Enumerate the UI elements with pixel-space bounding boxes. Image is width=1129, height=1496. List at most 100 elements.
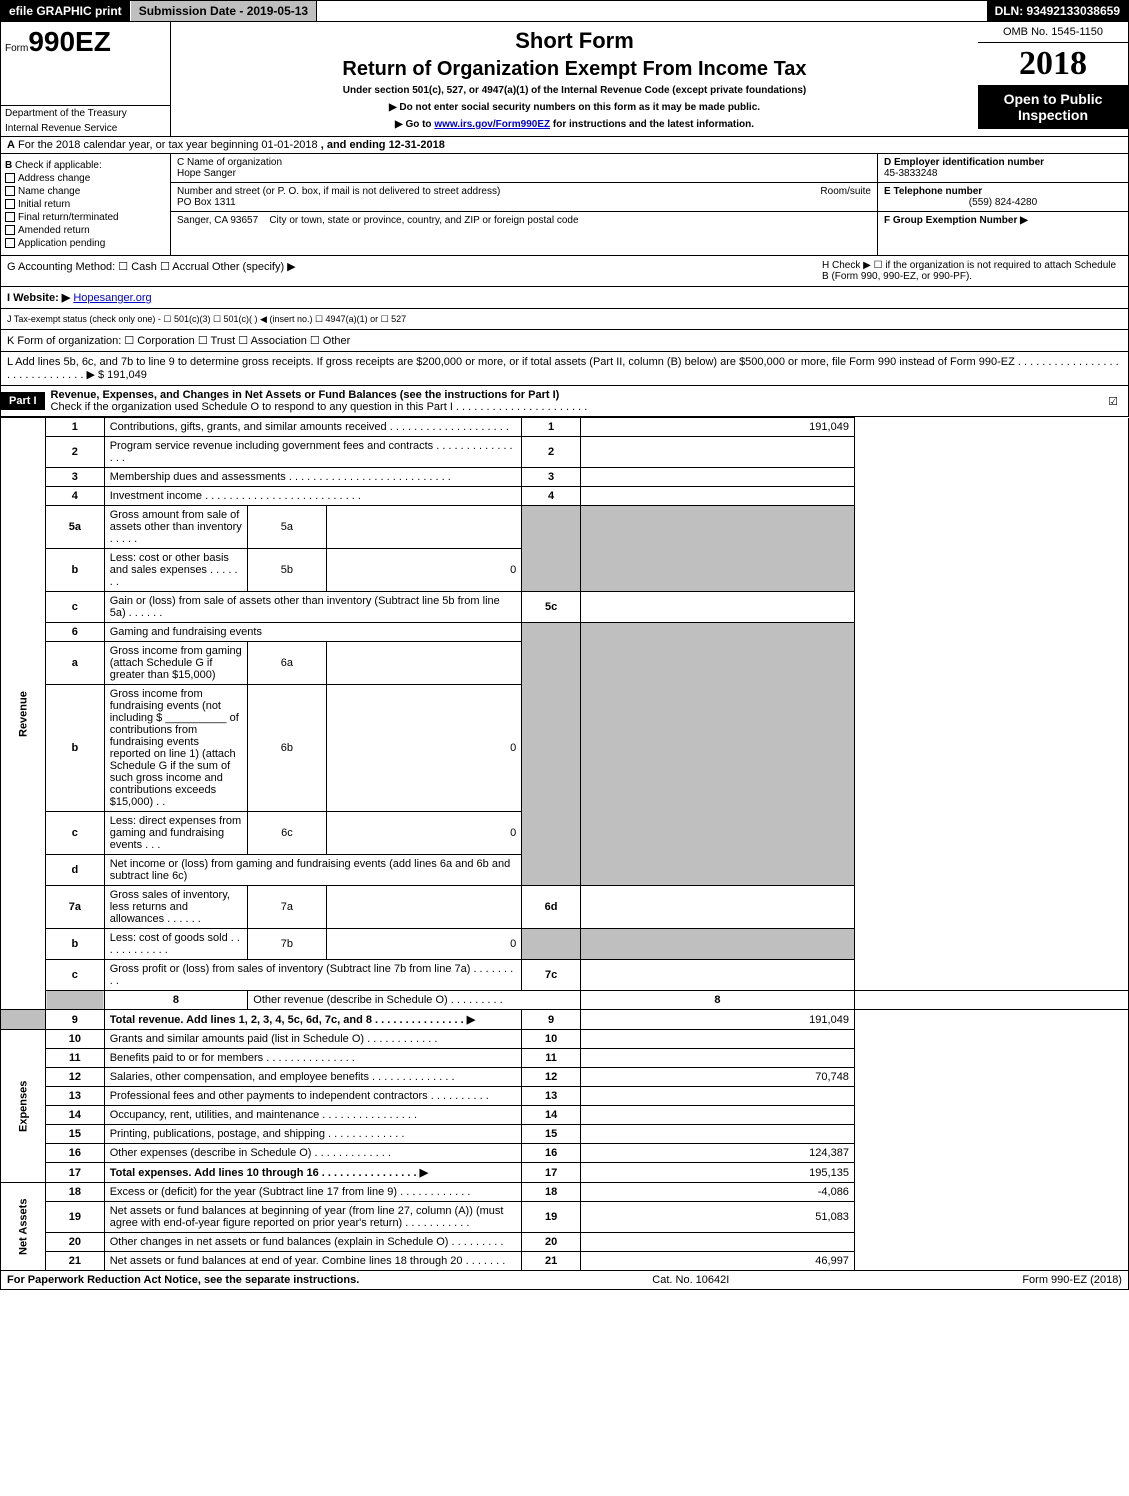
line-19: 19Net assets or fund balances at beginni… bbox=[1, 1202, 1129, 1233]
row-a: A For the 2018 calendar year, or tax yea… bbox=[0, 137, 1129, 154]
ein: 45-3833248 bbox=[884, 168, 1122, 179]
line-10: Expenses 10Grants and similar amounts pa… bbox=[1, 1030, 1129, 1049]
line-14: 14Occupancy, rent, utilities, and mainte… bbox=[1, 1106, 1129, 1125]
goto-line: ▶ Go to www.irs.gov/Form990EZ for instru… bbox=[177, 119, 972, 130]
return-title: Return of Organization Exempt From Incom… bbox=[177, 58, 972, 81]
form-number-cell: Form990EZ Department of the Treasury Int… bbox=[1, 22, 171, 136]
part1-checkbox[interactable]: ☑ bbox=[1098, 395, 1128, 408]
check-amended[interactable]: Amended return bbox=[5, 225, 166, 236]
goto-post: for instructions and the latest informat… bbox=[550, 119, 754, 130]
e-label: E Telephone number bbox=[884, 186, 982, 197]
line-5a: 5aGross amount from sale of assets other… bbox=[1, 506, 1129, 549]
part1-desc: Revenue, Expenses, and Changes in Net As… bbox=[45, 386, 1098, 416]
top-bar: efile GRAPHIC print Submission Date - 20… bbox=[0, 0, 1129, 22]
expenses-side-label: Expenses bbox=[1, 1030, 46, 1183]
line-20: 20Other changes in net assets or fund ba… bbox=[1, 1233, 1129, 1252]
check-pending[interactable]: Application pending bbox=[5, 238, 166, 249]
line-5c: cGain or (loss) from sale of assets othe… bbox=[1, 592, 1129, 623]
g-accounting: G Accounting Method: ☐ Cash ☐ Accrual Ot… bbox=[7, 260, 822, 282]
website-row: I Website: ▶ Hopesanger.org bbox=[0, 287, 1129, 309]
line-12: 12Salaries, other compensation, and empl… bbox=[1, 1068, 1129, 1087]
line-1: Revenue 1 Contributions, gifts, grants, … bbox=[1, 418, 1129, 437]
subtitle: Under section 501(c), 527, or 4947(a)(1)… bbox=[177, 85, 972, 96]
c-label: C Name of organization bbox=[177, 157, 282, 168]
k-row: K Form of organization: ☐ Corporation ☐ … bbox=[0, 330, 1129, 352]
footer: For Paperwork Reduction Act Notice, see … bbox=[0, 1271, 1129, 1290]
part1-label: Part I bbox=[1, 392, 45, 410]
city: Sanger, CA 93657 bbox=[177, 215, 258, 226]
part1-check-line: Check if the organization used Schedule … bbox=[51, 401, 588, 413]
short-form-title: Short Form bbox=[177, 28, 972, 54]
check-initial-return[interactable]: Initial return bbox=[5, 199, 166, 210]
part1-header-row: Part I Revenue, Expenses, and Changes in… bbox=[0, 386, 1129, 417]
line-7c: cGross profit or (loss) from sales of in… bbox=[1, 960, 1129, 991]
city-label: City or town, state or province, country… bbox=[269, 215, 578, 226]
line-21: 21Net assets or fund balances at end of … bbox=[1, 1252, 1129, 1271]
h-check: H Check ▶ ☐ if the organization is not r… bbox=[822, 260, 1122, 282]
city-row: Sanger, CA 93657 City or town, state or … bbox=[171, 212, 877, 229]
header-right: OMB No. 1545-1150 2018 Open to Public In… bbox=[978, 22, 1128, 136]
line-16: 16Other expenses (describe in Schedule O… bbox=[1, 1144, 1129, 1163]
header-center: Short Form Return of Organization Exempt… bbox=[171, 22, 978, 136]
form-header: Form990EZ Department of the Treasury Int… bbox=[0, 22, 1129, 137]
line-9: 9Total revenue. Add lines 1, 2, 3, 4, 5c… bbox=[1, 1010, 1129, 1030]
irs-link[interactable]: www.irs.gov/Form990EZ bbox=[434, 119, 550, 130]
line-3: 3Membership dues and assessments . . . .… bbox=[1, 468, 1129, 487]
address-row: Number and street (or P. O. box, if mail… bbox=[171, 183, 877, 212]
name-address-block: C Name of organizationHope Sanger Number… bbox=[171, 154, 878, 255]
org-name-row: C Name of organizationHope Sanger bbox=[171, 154, 877, 183]
line-7a: 7aGross sales of inventory, less returns… bbox=[1, 886, 1129, 929]
form-prefix: Form bbox=[5, 43, 28, 54]
footer-left: For Paperwork Reduction Act Notice, see … bbox=[7, 1274, 359, 1286]
check-name-change[interactable]: Name change bbox=[5, 186, 166, 197]
b-label: B bbox=[5, 160, 12, 171]
tax-year: 2018 bbox=[978, 43, 1128, 85]
revenue-side-label: Revenue bbox=[1, 418, 46, 1010]
check-if-label: Check if applicable: bbox=[15, 160, 102, 171]
line-8: 8Other revenue (describe in Schedule O) … bbox=[1, 991, 1129, 1010]
lines-table: Revenue 1 Contributions, gifts, grants, … bbox=[0, 417, 1129, 1271]
addr-label: Number and street (or P. O. box, if mail… bbox=[177, 186, 500, 197]
public-warning: ▶ Do not enter social security numbers o… bbox=[177, 102, 972, 113]
line-11: 11Benefits paid to or for members . . . … bbox=[1, 1049, 1129, 1068]
footer-mid: Cat. No. 10642I bbox=[652, 1274, 729, 1286]
phone-row: E Telephone number (559) 824-4280 bbox=[878, 183, 1128, 212]
check-address-change[interactable]: Address change bbox=[5, 173, 166, 184]
k-text: K Form of organization: ☐ Corporation ☐ … bbox=[7, 335, 350, 347]
footer-right: Form 990-EZ (2018) bbox=[1022, 1274, 1122, 1286]
line-13: 13Professional fees and other payments t… bbox=[1, 1087, 1129, 1106]
gh-row: G Accounting Method: ☐ Cash ☐ Accrual Ot… bbox=[0, 256, 1129, 287]
check-final-return[interactable]: Final return/terminated bbox=[5, 212, 166, 223]
group-exempt-row: F Group Exemption Number ▶ bbox=[878, 212, 1128, 229]
l-row: L Add lines 5b, 6c, and 7b to line 9 to … bbox=[0, 352, 1129, 386]
l-text: L Add lines 5b, 6c, and 7b to line 9 to … bbox=[7, 356, 1119, 381]
top-bar-left: efile GRAPHIC print Submission Date - 20… bbox=[1, 1, 317, 21]
row-a-text: For the 2018 calendar year, or tax year … bbox=[18, 139, 318, 151]
ein-row: D Employer identification number 45-3833… bbox=[878, 154, 1128, 183]
line-7b: bLess: cost of goods sold . . . . . . . … bbox=[1, 929, 1129, 960]
de-column: D Employer identification number 45-3833… bbox=[878, 154, 1128, 255]
i-label: I Website: ▶ bbox=[7, 292, 70, 304]
line-2: 2Program service revenue including gover… bbox=[1, 437, 1129, 468]
d-label: D Employer identification number bbox=[884, 157, 1044, 168]
submission-date: Submission Date - 2019-05-13 bbox=[131, 1, 317, 21]
website-link[interactable]: Hopesanger.org bbox=[73, 292, 151, 304]
line-18: Net Assets 18Excess or (deficit) for the… bbox=[1, 1183, 1129, 1202]
open-public-badge: Open to Public Inspection bbox=[978, 85, 1128, 129]
row-a-ending: , and ending 12-31-2018 bbox=[321, 139, 445, 151]
j-text: J Tax-exempt status (check only one) - ☐… bbox=[7, 314, 406, 324]
form-number: 990EZ bbox=[28, 26, 111, 57]
net-assets-side-label: Net Assets bbox=[1, 1183, 46, 1271]
line-6: 6Gaming and fundraising events bbox=[1, 623, 1129, 642]
org-name: Hope Sanger bbox=[177, 168, 282, 179]
omb-number: OMB No. 1545-1150 bbox=[978, 22, 1128, 43]
efile-button[interactable]: efile GRAPHIC print bbox=[1, 1, 131, 21]
section-b: B Check if applicable: Address change Na… bbox=[0, 154, 1129, 256]
part1-title: Revenue, Expenses, and Changes in Net As… bbox=[51, 389, 560, 401]
line-15: 15Printing, publications, postage, and s… bbox=[1, 1125, 1129, 1144]
line-17: 17Total expenses. Add lines 10 through 1… bbox=[1, 1163, 1129, 1183]
f-label: F Group Exemption Number ▶ bbox=[884, 215, 1028, 226]
department-treasury: Department of the Treasury bbox=[1, 105, 171, 121]
check-column: B Check if applicable: Address change Na… bbox=[1, 154, 171, 255]
goto-pre: ▶ Go to bbox=[395, 119, 434, 130]
